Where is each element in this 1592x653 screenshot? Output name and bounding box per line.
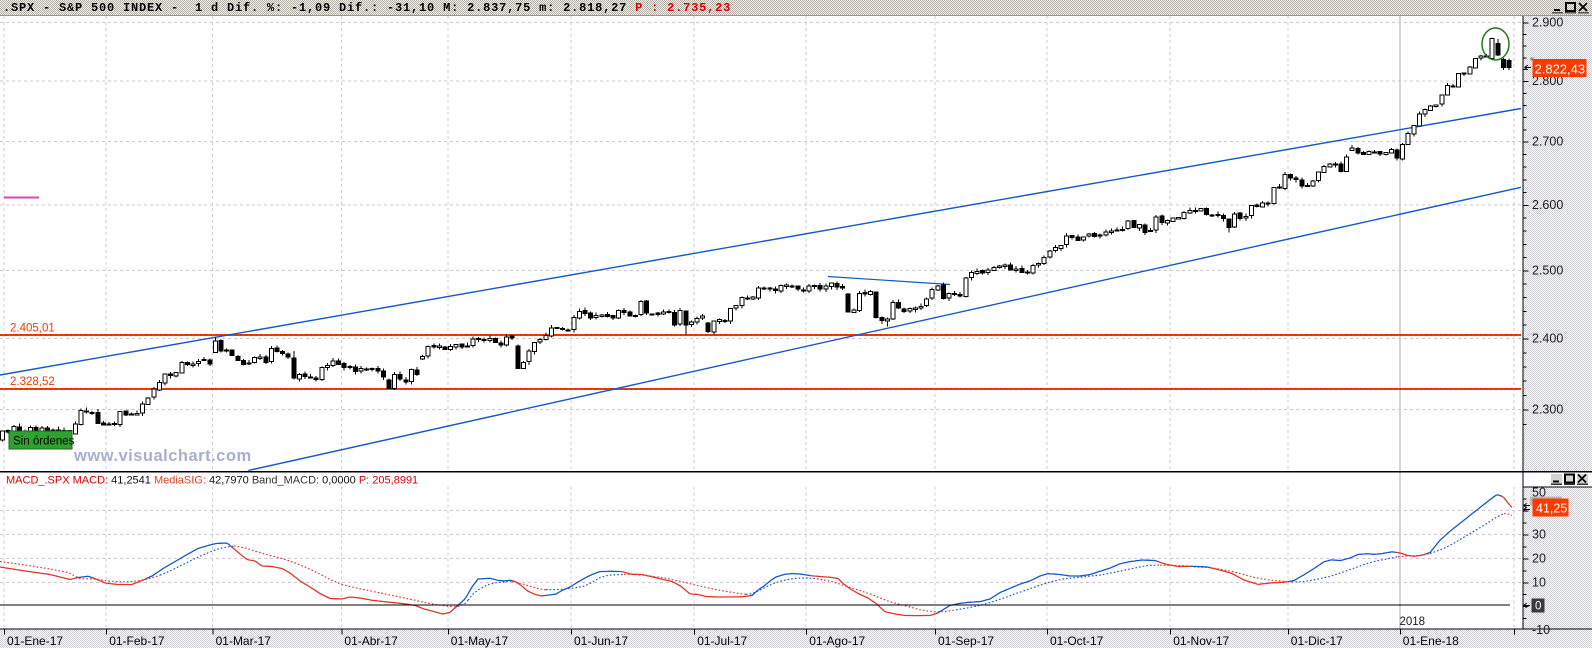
svg-text:01-Nov-17: 01-Nov-17 [1173, 634, 1229, 648]
svg-text:10: 10 [1532, 575, 1546, 589]
svg-text:01-Ago-17: 01-Ago-17 [809, 634, 865, 648]
svg-text:01-Jul-17: 01-Jul-17 [697, 634, 747, 648]
svg-text:2.700: 2.700 [1532, 135, 1563, 149]
svg-text:41,25: 41,25 [1536, 502, 1567, 516]
svg-text:30: 30 [1532, 528, 1546, 542]
svg-text:.SPX - S&P 500 INDEX - 1 d Di: .SPX - S&P 500 INDEX - 1 d Dif. %: -1,09… [3, 1, 731, 15]
svg-text:01-Jun-17: 01-Jun-17 [574, 634, 628, 648]
svg-text:01-Oct-17: 01-Oct-17 [1050, 634, 1104, 648]
svg-text:0: 0 [1535, 601, 1541, 613]
svg-text:2.400: 2.400 [1532, 331, 1563, 345]
svg-text:MACD_.SPX MACD: 41,2541 MediaS: MACD_.SPX MACD: 41,2541 MediaSIG: 42,797… [6, 475, 418, 487]
svg-text:01-Ene-18: 01-Ene-18 [1403, 634, 1459, 648]
svg-text:2.405,01: 2.405,01 [10, 323, 55, 335]
svg-text:2.300: 2.300 [1532, 403, 1563, 417]
svg-text:2.328,52: 2.328,52 [10, 376, 55, 388]
svg-text:01-Feb-17: 01-Feb-17 [109, 634, 165, 648]
svg-text:2.822,43: 2.822,43 [1535, 62, 1586, 77]
svg-text:2.500: 2.500 [1532, 263, 1563, 277]
svg-text:01-Ene-17: 01-Ene-17 [7, 634, 63, 648]
svg-text:20: 20 [1532, 551, 1546, 565]
svg-text:01-Sep-17: 01-Sep-17 [938, 634, 994, 648]
svg-text:2018: 2018 [1400, 616, 1426, 628]
svg-text:01-Mar-17: 01-Mar-17 [216, 634, 272, 648]
svg-text:2.900: 2.900 [1532, 15, 1563, 29]
svg-text:-10: -10 [1532, 623, 1550, 637]
svg-text:Sin órdenes: Sin órdenes [13, 436, 75, 448]
svg-text:01-Dic-17: 01-Dic-17 [1291, 634, 1343, 648]
svg-text:01-May-17: 01-May-17 [451, 634, 509, 648]
svg-text:01-Abr-17: 01-Abr-17 [344, 634, 398, 648]
svg-text:www.visualchart.com: www.visualchart.com [73, 447, 252, 465]
svg-text:2.600: 2.600 [1532, 198, 1563, 212]
